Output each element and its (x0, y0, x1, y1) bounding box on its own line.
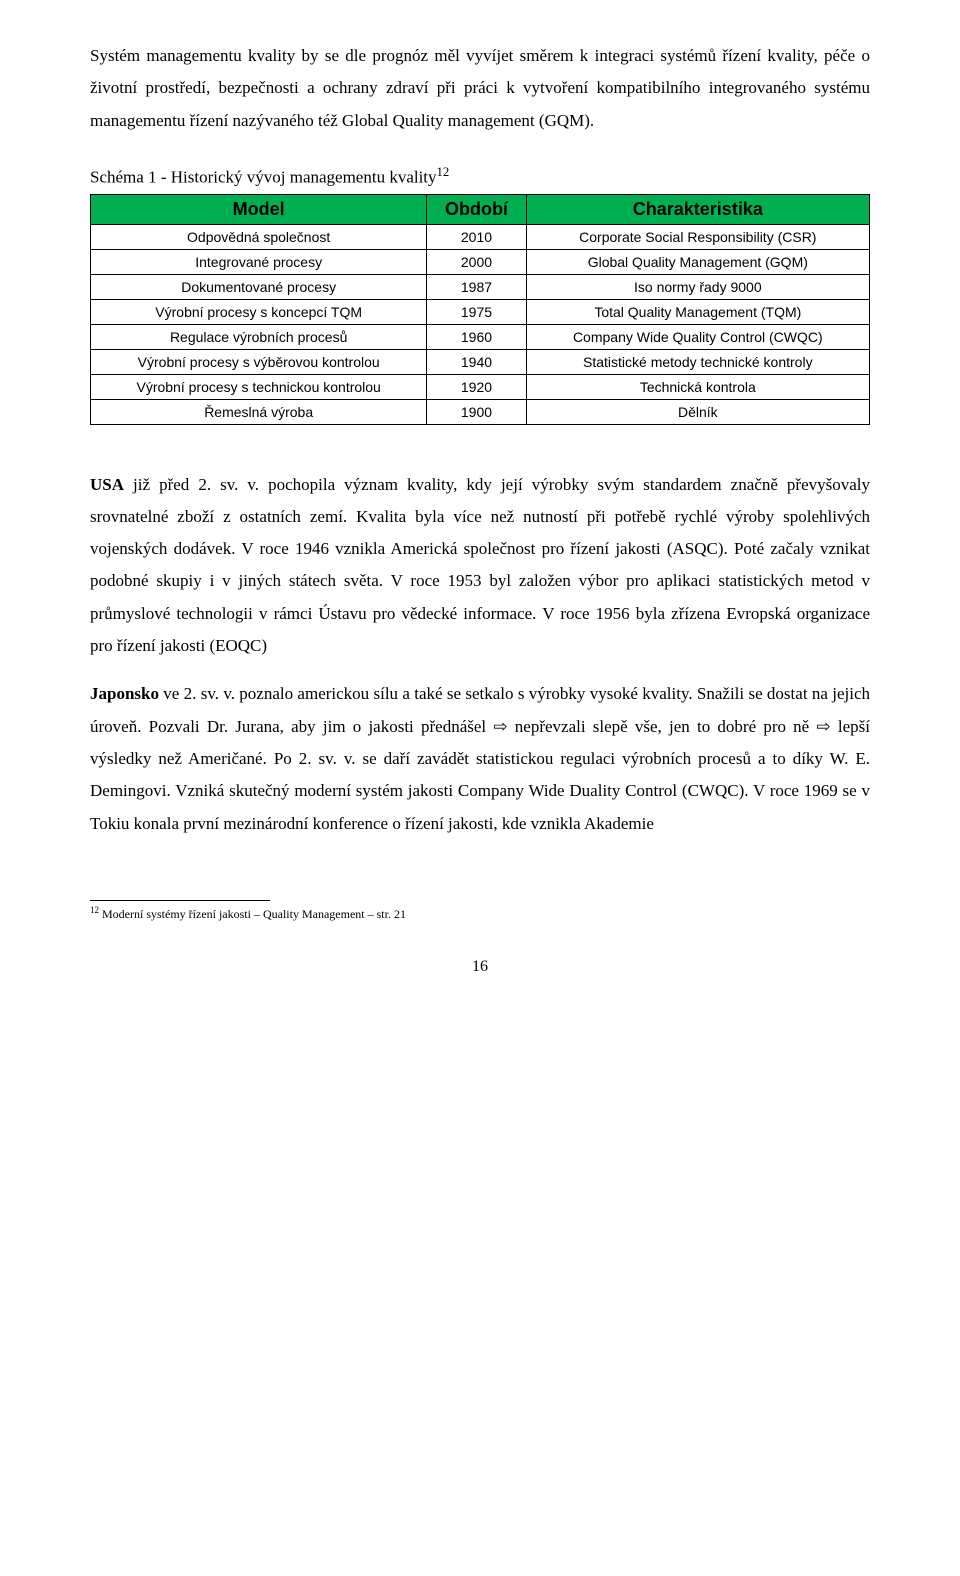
paragraph-japan: Japonsko ve 2. sv. v. poznalo americkou … (90, 678, 870, 839)
cell-char: Corporate Social Responsibility (CSR) (526, 224, 869, 249)
table-row: Integrované procesy 2000 Global Quality … (91, 249, 870, 274)
table-row: Výrobní procesy s koncepcí TQM 1975 Tota… (91, 299, 870, 324)
spacer (90, 425, 870, 469)
cell-model: Výrobní procesy s koncepcí TQM (91, 299, 427, 324)
th-model: Model (91, 194, 427, 224)
footnote-sup: 12 (90, 905, 99, 915)
table-row: Regulace výrobních procesů 1960 Company … (91, 324, 870, 349)
table-row: Řemeslná výroba 1900 Dělník (91, 399, 870, 424)
cell-model: Výrobní procesy s technickou kontrolou (91, 374, 427, 399)
usa-bold: USA (90, 475, 124, 494)
japan-rest: ve 2. sv. v. poznalo americkou sílu a ta… (90, 684, 870, 832)
th-period: Období (427, 194, 526, 224)
cell-period: 1900 (427, 399, 526, 424)
schema-title-sup: 12 (437, 165, 450, 179)
cell-period: 1940 (427, 349, 526, 374)
japan-bold: Japonsko (90, 684, 159, 703)
usa-rest: již před 2. sv. v. pochopila význam kval… (90, 475, 870, 655)
cell-period: 1975 (427, 299, 526, 324)
cell-period: 2000 (427, 249, 526, 274)
cell-char: Total Quality Management (TQM) (526, 299, 869, 324)
cell-char: Statistické metody technické kontroly (526, 349, 869, 374)
table-header-row: Model Období Charakteristika (91, 194, 870, 224)
table-row: Výrobní procesy s technickou kontrolou 1… (91, 374, 870, 399)
footnote-text: Moderní systémy řízení jakosti – Quality… (99, 907, 406, 921)
cell-period: 1987 (427, 274, 526, 299)
page-number: 16 (90, 958, 870, 976)
table-row: Výrobní procesy s výběrovou kontrolou 19… (91, 349, 870, 374)
cell-model: Dokumentované procesy (91, 274, 427, 299)
history-table: Model Období Charakteristika Odpovědná s… (90, 194, 870, 425)
cell-char: Iso normy řady 9000 (526, 274, 869, 299)
paragraph-1: Systém managementu kvality by se dle pro… (90, 40, 870, 137)
cell-period: 1920 (427, 374, 526, 399)
table-row: Dokumentované procesy 1987 Iso normy řad… (91, 274, 870, 299)
cell-period: 2010 (427, 224, 526, 249)
cell-model: Integrované procesy (91, 249, 427, 274)
th-characteristic: Charakteristika (526, 194, 869, 224)
cell-char: Global Quality Management (GQM) (526, 249, 869, 274)
cell-model: Řemeslná výroba (91, 399, 427, 424)
cell-model: Regulace výrobních procesů (91, 324, 427, 349)
cell-period: 1960 (427, 324, 526, 349)
cell-char: Dělník (526, 399, 869, 424)
table-row: Odpovědná společnost 2010 Corporate Soci… (91, 224, 870, 249)
cell-char: Technická kontrola (526, 374, 869, 399)
cell-char: Company Wide Quality Control (CWQC) (526, 324, 869, 349)
schema-title: Schéma 1 - Historický vývoj managementu … (90, 165, 870, 188)
schema-title-text: Schéma 1 - Historický vývoj managementu … (90, 168, 437, 187)
paragraph-usa: USA již před 2. sv. v. pochopila význam … (90, 469, 870, 663)
cell-model: Odpovědná společnost (91, 224, 427, 249)
footnote-rule (90, 900, 270, 901)
footnote: 12 Moderní systémy řízení jakosti – Qual… (90, 905, 870, 922)
table-head: Model Období Charakteristika (91, 194, 870, 224)
table-body: Odpovědná společnost 2010 Corporate Soci… (91, 224, 870, 424)
page-body: Systém managementu kvality by se dle pro… (0, 0, 960, 1016)
cell-model: Výrobní procesy s výběrovou kontrolou (91, 349, 427, 374)
